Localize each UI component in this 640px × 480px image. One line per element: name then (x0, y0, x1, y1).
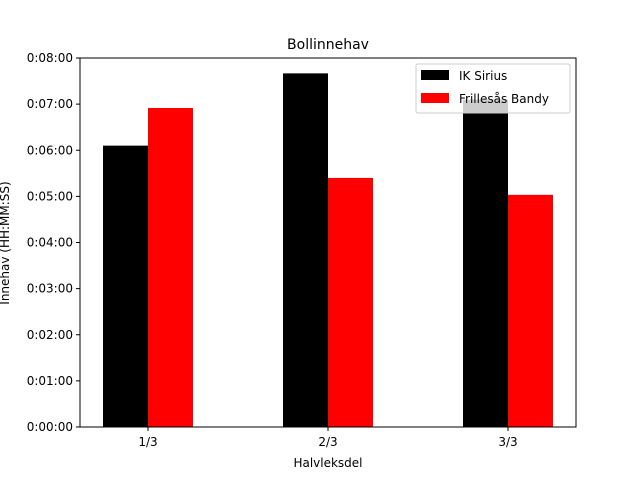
bar-ik-sirius-1 (103, 145, 148, 427)
legend-label-ik-sirius: IK Sirius (459, 69, 507, 83)
y-tick-label: 0:08:00 (27, 51, 73, 65)
legend-swatch-ik-sirius (421, 70, 449, 80)
legend-box (415, 63, 571, 114)
y-axis-ticks: 0:00:00 0:01:00 0:02:00 0:03:00 0:04:00 0:05:… (27, 51, 80, 434)
legend-label-frillesas-bandy: Frillesås Bandy (459, 92, 549, 106)
chart-title: Bollinnehav (287, 37, 369, 53)
bar-ik-sirius-2 (283, 73, 328, 427)
y-tick-label: 0:01:00 (27, 374, 73, 388)
y-tick-label: 0:03:00 (27, 282, 73, 296)
y-tick-label: 0:06:00 (27, 143, 73, 157)
y-tick-label: 0:07:00 (27, 97, 73, 111)
bar-ik-sirius-3 (463, 99, 508, 427)
legend-swatch-frillesas-bandy (421, 93, 449, 103)
y-tick-label: 0:04:00 (27, 236, 73, 250)
plot-frame (79, 57, 577, 428)
x-tick-label: 1/3 (138, 435, 157, 449)
x-axis-label: Halvleksdel (293, 456, 362, 470)
x-tick-label: 2/3 (318, 435, 337, 449)
legend: IK Sirius Frillesås Bandy (415, 63, 571, 114)
x-axis-ticks: 1/3 2/3 3/3 (138, 427, 518, 449)
bars-group (103, 73, 553, 427)
x-tick-label: 3/3 (498, 435, 517, 449)
y-tick-label: 0:02:00 (27, 328, 73, 342)
y-axis-label: Innehav (HH:MM:SS) (0, 181, 12, 304)
bar-frillesas-bandy-1 (148, 107, 193, 427)
bar-frillesas-bandy-2 (328, 177, 373, 427)
bar-frillesas-bandy-3 (508, 194, 553, 427)
y-tick-label: 0:05:00 (27, 189, 73, 203)
y-tick-label: 0:00:00 (27, 420, 73, 434)
